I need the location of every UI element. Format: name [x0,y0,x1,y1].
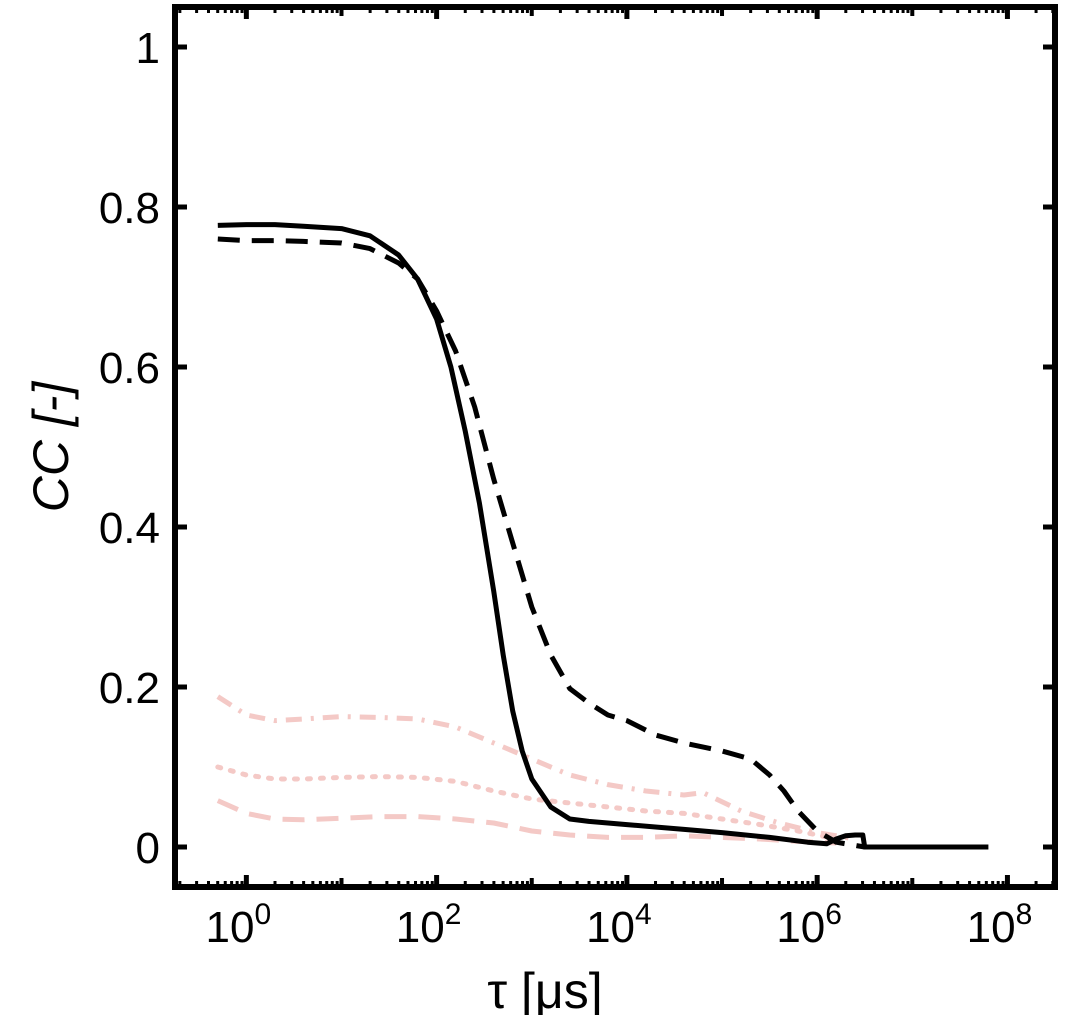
main-series-layer [217,222,989,850]
x-tick-label: 106 [776,898,842,952]
x-tick-label: 104 [586,898,652,952]
y-tick-label: 0 [136,824,160,873]
series-line-solid [217,222,989,850]
y-tick-label: 1 [136,24,160,73]
ticks-layer [175,7,1055,887]
x-tick-label: 100 [206,898,272,952]
y-axis-title: CC [-] [23,381,79,513]
x-tick-label: 102 [396,898,462,952]
x-tick-label: 108 [967,898,1033,952]
series-line-dashed [217,236,989,850]
plot-frame [172,4,1058,890]
y-tick-label: 0.4 [99,504,160,553]
series-line-faint-dashed [216,798,837,846]
tick-labels-layer: 0 0.2 0.4 0.6 0.8 1 100 102 104 106 108 [99,24,1032,952]
x-axis-title: τ [μs] [487,963,602,1015]
y-tick-label: 0.8 [99,184,160,233]
series-line-faint-dotted [215,764,839,842]
faint-series-layer [215,694,856,846]
y-tick-label: 0.6 [99,344,160,393]
y-tick-label: 0.2 [99,664,160,713]
